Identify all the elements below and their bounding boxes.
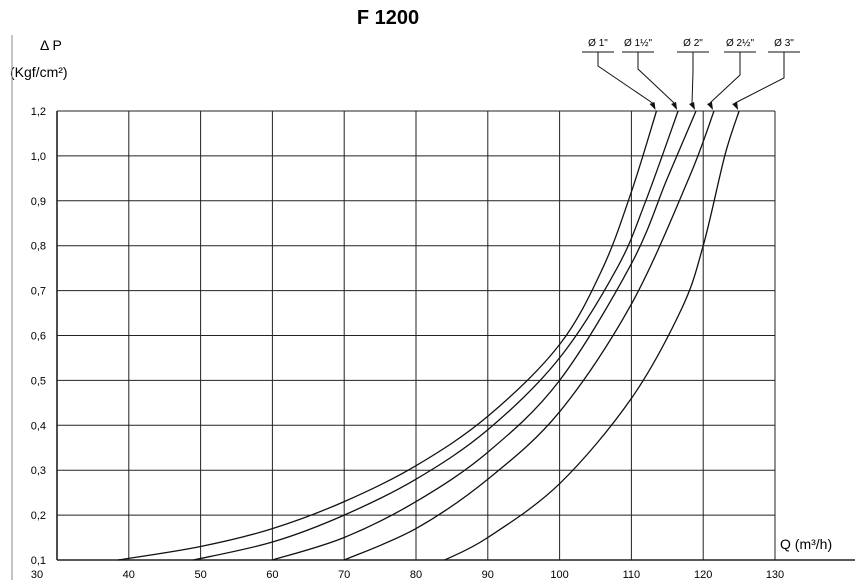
legend-leader-line xyxy=(734,52,785,104)
legend-arrow-icon xyxy=(689,102,696,110)
legend-label: Ø 2" xyxy=(683,38,703,49)
y-tick-label: 0,9 xyxy=(31,196,46,208)
x-tick-label: 90 xyxy=(482,569,494,581)
legend-label: Ø 2½" xyxy=(726,38,754,49)
x-tick-label: 30 xyxy=(31,569,43,581)
x-tick-label: 40 xyxy=(123,569,135,581)
x-tick-label: 130 xyxy=(766,569,784,581)
series-line xyxy=(343,110,715,561)
legend-label: Ø 1½" xyxy=(624,38,652,49)
x-tick-label: 50 xyxy=(194,569,206,581)
legend-leader-line xyxy=(691,52,694,104)
x-tick-label: 110 xyxy=(623,569,641,581)
legend: Ø 1" Ø 1½" Ø 2" Ø 2½" Ø 3" xyxy=(582,38,800,110)
legend-leader-line xyxy=(597,52,653,104)
x-tick-label: 100 xyxy=(550,569,568,581)
y-tick-label: 1,0 xyxy=(31,151,46,163)
x-axis-label: Q (m³/h) xyxy=(780,536,832,552)
legend-leader-line xyxy=(709,52,741,104)
x-tick-label: 120 xyxy=(694,569,712,581)
y-tick-label: 0,5 xyxy=(31,375,46,387)
series-line xyxy=(444,110,740,561)
grid xyxy=(56,110,855,561)
y-tick-label: 0,1 xyxy=(31,555,46,567)
chart-title: F 1200 xyxy=(357,7,419,29)
x-tick-label: 80 xyxy=(410,569,422,581)
y-tick-label: 0,3 xyxy=(31,465,46,477)
legend-arrow-icon xyxy=(671,102,678,110)
y-tick-label: 0,6 xyxy=(31,331,46,343)
x-tick-labels: 30 40 50 60 70 80 90 100 110 120 130 xyxy=(31,569,784,581)
series-line xyxy=(193,110,679,561)
y-axis-unit: (Kgf/cm²) xyxy=(10,64,68,80)
legend-label: Ø 1" xyxy=(588,38,608,49)
y-tick-label: 1,2 xyxy=(31,106,46,118)
x-tick-label: 70 xyxy=(338,569,350,581)
y-tick-labels: 0,1 0,2 0,3 0,4 0,5 0,6 0,7 0,8 0,9 1,0 1,2 xyxy=(31,106,46,567)
series-lines xyxy=(117,110,740,561)
y-tick-label: 0,8 xyxy=(31,241,46,253)
series-line xyxy=(272,110,697,561)
y-tick-label: 0,7 xyxy=(31,286,46,298)
y-axis-label: Δ P xyxy=(40,37,62,53)
legend-arrow-icon xyxy=(732,102,739,110)
legend-arrow-icon xyxy=(706,102,713,110)
y-tick-label: 0,2 xyxy=(31,510,46,522)
legend-label: Ø 3" xyxy=(774,38,794,49)
y-tick-label: 0,4 xyxy=(31,420,46,432)
legend-leader-line xyxy=(637,52,675,104)
series-line xyxy=(117,110,658,561)
x-tick-label: 60 xyxy=(266,569,278,581)
legend-arrow-icon xyxy=(649,102,656,110)
